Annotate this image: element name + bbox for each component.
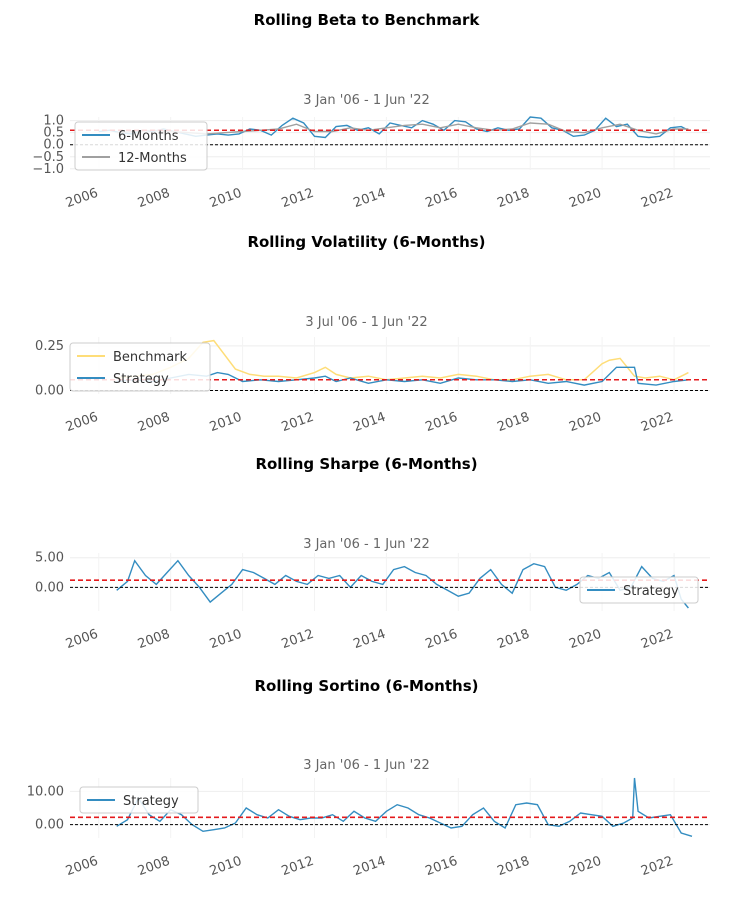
- y-tick-label: −1.0: [32, 162, 64, 177]
- chart-rolling-volatility: Rolling Volatility (6-Months) 3 Jul '06 …: [0, 0, 733, 440]
- legend-box: [79, 786, 199, 814]
- y-tick-label: 0.25: [35, 339, 64, 354]
- series-line-0: [116, 777, 693, 837]
- chart-subtitle: 3 Jan '06 - 1 Jun '22: [303, 537, 430, 552]
- y-tick-label: 0.00: [35, 580, 64, 595]
- x-tick-label: 2022: [639, 854, 675, 879]
- x-tick-label: 2018: [495, 854, 531, 879]
- chart-title: Rolling Sortino (6-Months): [254, 677, 479, 695]
- y-tick-label: 10.00: [27, 784, 64, 799]
- y-tick-label: 0.5: [43, 126, 64, 141]
- chart-subtitle: 3 Jan '06 - 1 Jun '22: [303, 93, 430, 108]
- x-tick-label: 2012: [280, 854, 316, 879]
- y-tick-label: 0.00: [35, 818, 64, 833]
- series-line-1: [116, 122, 689, 135]
- x-tick-label: 2014: [352, 854, 388, 879]
- legend: Strategy: [79, 786, 199, 814]
- legend-box: [579, 576, 699, 604]
- chart-rolling-sharpe: Rolling Sharpe (6-Months) 3 Jan '06 - 1 …: [35, 455, 710, 652]
- legend-label: 6-Months: [118, 129, 179, 144]
- chart-title: Rolling Volatility (6-Months): [247, 233, 486, 251]
- x-tick-label: 2008: [136, 854, 172, 879]
- chart-title: Rolling Sharpe (6-Months): [255, 455, 478, 473]
- y-tick-label: 0.00: [35, 383, 64, 398]
- chart-rolling-beta: Rolling Beta to Benchmark 3 Jan '06 - 1 …: [0, 0, 733, 220]
- x-tick-label: 2010: [208, 854, 244, 879]
- chart-subtitle: 3 Jan '06 - 1 Jun '22: [303, 758, 430, 773]
- y-tick-label: 5.00: [35, 551, 64, 566]
- x-tick-label: 2020: [567, 854, 603, 879]
- y-tick-label: −0.5: [32, 150, 64, 165]
- legend-label: Strategy: [623, 584, 679, 599]
- chart-title: Rolling Beta to Benchmark: [253, 11, 480, 29]
- series-line-0: [116, 339, 689, 381]
- legend-label: Strategy: [123, 794, 179, 809]
- legend: Benchmark Strategy: [69, 342, 211, 392]
- legend-label: 12-Months: [118, 151, 187, 166]
- x-tick-label: 2006: [64, 854, 100, 879]
- series-line-1: [116, 366, 689, 386]
- y-tick-label: 1.0: [43, 114, 64, 129]
- legend: Strategy: [579, 576, 699, 604]
- y-tick-label: 0.0: [43, 138, 64, 153]
- chart-subtitle: 3 Jul '06 - 1 Jun '22: [305, 315, 428, 330]
- legend: 6-Months 12-Months: [74, 121, 208, 171]
- legend-label: Benchmark: [113, 350, 188, 365]
- legend-label: Strategy: [113, 372, 169, 387]
- x-tick-label: 2016: [423, 854, 459, 879]
